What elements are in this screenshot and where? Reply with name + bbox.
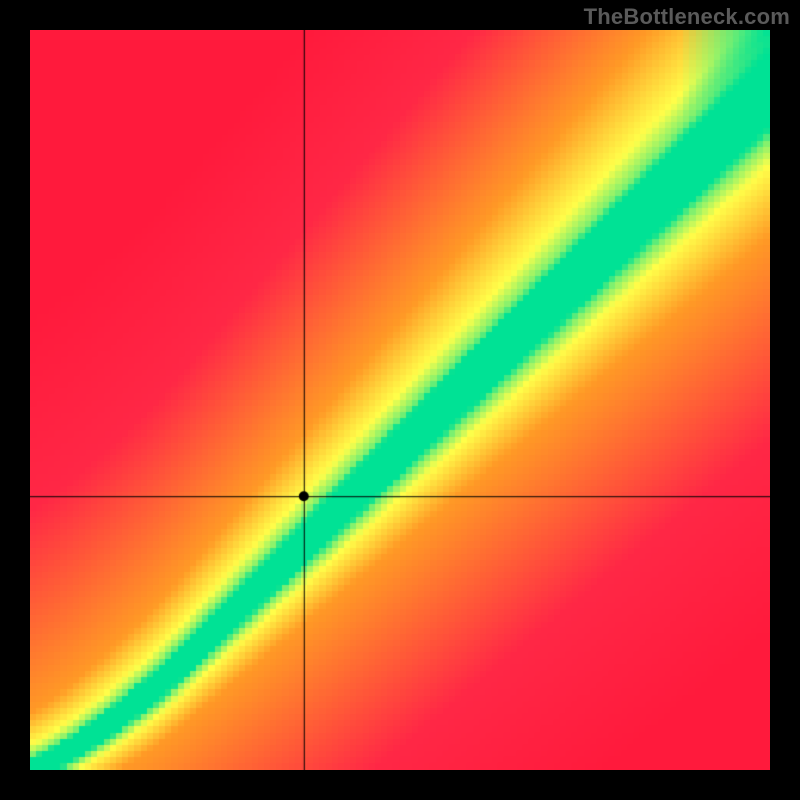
bottleneck-heatmap xyxy=(30,30,770,770)
chart-container: { "watermark": { "text": "TheBottleneck.… xyxy=(0,0,800,800)
watermark-text: TheBottleneck.com xyxy=(584,4,790,30)
